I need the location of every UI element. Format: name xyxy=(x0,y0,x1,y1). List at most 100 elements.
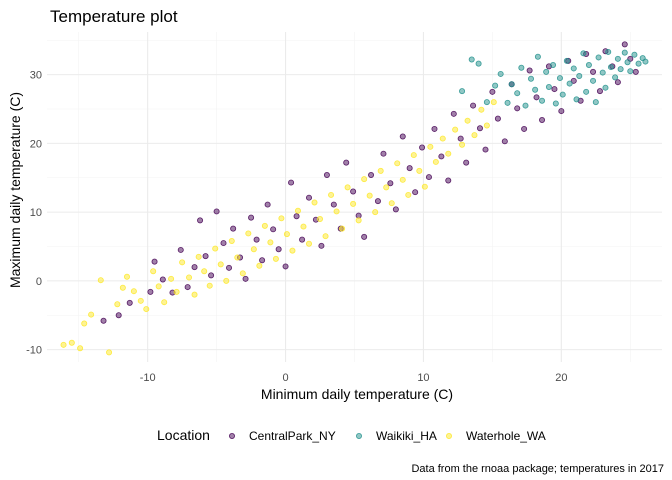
x-tick-label: 0 xyxy=(282,372,288,384)
point-centralpark-ny xyxy=(526,67,533,74)
point-waterhole-wa xyxy=(464,117,471,124)
point-waterhole-wa xyxy=(399,176,406,183)
point-centralpark-ny xyxy=(350,188,357,195)
point-waikiki-ha xyxy=(483,99,490,106)
point-centralpark-ny xyxy=(202,253,209,260)
point-waikiki-ha xyxy=(514,90,521,97)
point-centralpark-ny xyxy=(230,225,237,232)
point-centralpark-ny xyxy=(445,177,452,184)
point-centralpark-ny xyxy=(570,77,577,84)
point-waikiki-ha xyxy=(576,73,583,80)
point-centralpark-ny xyxy=(558,108,565,115)
point-waterhole-wa xyxy=(173,288,180,295)
point-waikiki-ha xyxy=(532,86,539,93)
point-waterhole-wa xyxy=(432,158,439,165)
point-centralpark-ny xyxy=(208,272,215,279)
point-waikiki-ha xyxy=(624,59,631,66)
point-centralpark-ny xyxy=(482,146,489,153)
x-tick-label: -10 xyxy=(140,372,156,384)
point-centralpark-ny xyxy=(115,312,122,319)
point-waikiki-ha xyxy=(559,91,566,98)
point-centralpark-ny xyxy=(438,153,445,160)
point-waikiki-ha xyxy=(595,54,602,61)
plot-gridlines xyxy=(47,32,662,362)
point-waterhole-wa xyxy=(179,259,186,266)
point-centralpark-ny xyxy=(596,88,603,95)
point-waikiki-ha xyxy=(642,58,649,65)
point-waikiki-ha xyxy=(607,64,614,71)
point-centralpark-ny xyxy=(270,226,277,233)
point-waterhole-wa xyxy=(366,192,373,199)
point-centralpark-ny xyxy=(343,159,350,166)
legend-key-waterhole-wa xyxy=(445,432,452,439)
point-centralpark-ny xyxy=(191,264,198,271)
point-centralpark-ny xyxy=(259,257,266,264)
point-centralpark-ny xyxy=(380,150,387,157)
point-waterhole-wa xyxy=(106,349,113,356)
point-waikiki-ha xyxy=(580,50,587,57)
point-waterhole-wa xyxy=(361,176,368,183)
caption: Data from the rnoaa package; temperature… xyxy=(411,463,664,475)
y-tick-label: 0 xyxy=(36,276,42,288)
point-centralpark-ny xyxy=(197,217,204,224)
y-tick-label: 10 xyxy=(30,207,42,219)
point-waterhole-wa xyxy=(150,268,157,275)
point-waterhole-wa xyxy=(478,106,485,113)
point-centralpark-ny xyxy=(126,299,133,306)
point-waterhole-wa xyxy=(217,261,224,268)
point-waterhole-wa xyxy=(234,254,241,261)
point-centralpark-ny xyxy=(213,208,220,215)
y-axis-title: Maximum daily temperature (C) xyxy=(7,92,23,288)
legend-key-centralpark-ny xyxy=(228,432,235,439)
point-centralpark-ny xyxy=(177,246,184,253)
legend-key-waikiki-ha xyxy=(355,432,362,439)
point-waterhole-wa xyxy=(427,143,434,150)
point-waikiki-ha xyxy=(550,62,557,69)
point-centralpark-ny xyxy=(151,258,158,265)
point-waterhole-wa xyxy=(250,246,257,253)
point-waikiki-ha xyxy=(492,82,499,89)
point-centralpark-ny xyxy=(470,102,477,109)
x-tick-label: 10 xyxy=(417,372,429,384)
point-centralpark-ny xyxy=(220,240,227,247)
point-waterhole-wa xyxy=(60,341,67,348)
point-waterhole-wa xyxy=(311,199,318,206)
point-waterhole-wa xyxy=(372,209,379,216)
point-centralpark-ny xyxy=(253,236,260,243)
legend-label-centralpark-ny: CentralPark_NY xyxy=(249,429,336,443)
point-waterhole-wa xyxy=(328,191,335,198)
point-waterhole-wa xyxy=(439,135,446,142)
point-waterhole-wa xyxy=(445,150,452,157)
point-waterhole-wa xyxy=(201,268,208,275)
point-waterhole-wa xyxy=(256,262,263,269)
point-waikiki-ha xyxy=(635,60,642,67)
point-waikiki-ha xyxy=(539,97,546,104)
point-waikiki-ha xyxy=(570,65,577,72)
point-centralpark-ny xyxy=(282,263,289,270)
point-waikiki-ha xyxy=(602,84,609,91)
point-waterhole-wa xyxy=(206,282,213,289)
point-waterhole-wa xyxy=(212,245,219,252)
point-centralpark-ny xyxy=(463,159,470,166)
point-waikiki-ha xyxy=(583,88,590,95)
point-waterhole-wa xyxy=(245,230,252,237)
point-waterhole-wa xyxy=(223,277,230,284)
point-centralpark-ny xyxy=(489,88,496,95)
point-waterhole-wa xyxy=(267,239,274,246)
point-centralpark-ny xyxy=(368,171,375,178)
point-centralpark-ny xyxy=(299,236,306,243)
point-waterhole-wa xyxy=(405,191,412,198)
point-waterhole-wa xyxy=(377,167,384,174)
point-waikiki-ha xyxy=(563,57,570,64)
point-centralpark-ny xyxy=(100,317,107,324)
point-waikiki-ha xyxy=(592,99,599,106)
point-waterhole-wa xyxy=(322,233,329,240)
point-centralpark-ny xyxy=(614,79,621,86)
point-waikiki-ha xyxy=(614,55,621,62)
point-waikiki-ha xyxy=(504,99,511,106)
point-waterhole-wa xyxy=(471,132,478,139)
point-centralpark-ny xyxy=(361,233,368,240)
point-centralpark-ny xyxy=(226,264,233,271)
point-waikiki-ha xyxy=(599,69,606,76)
point-waterhole-wa xyxy=(123,273,130,280)
